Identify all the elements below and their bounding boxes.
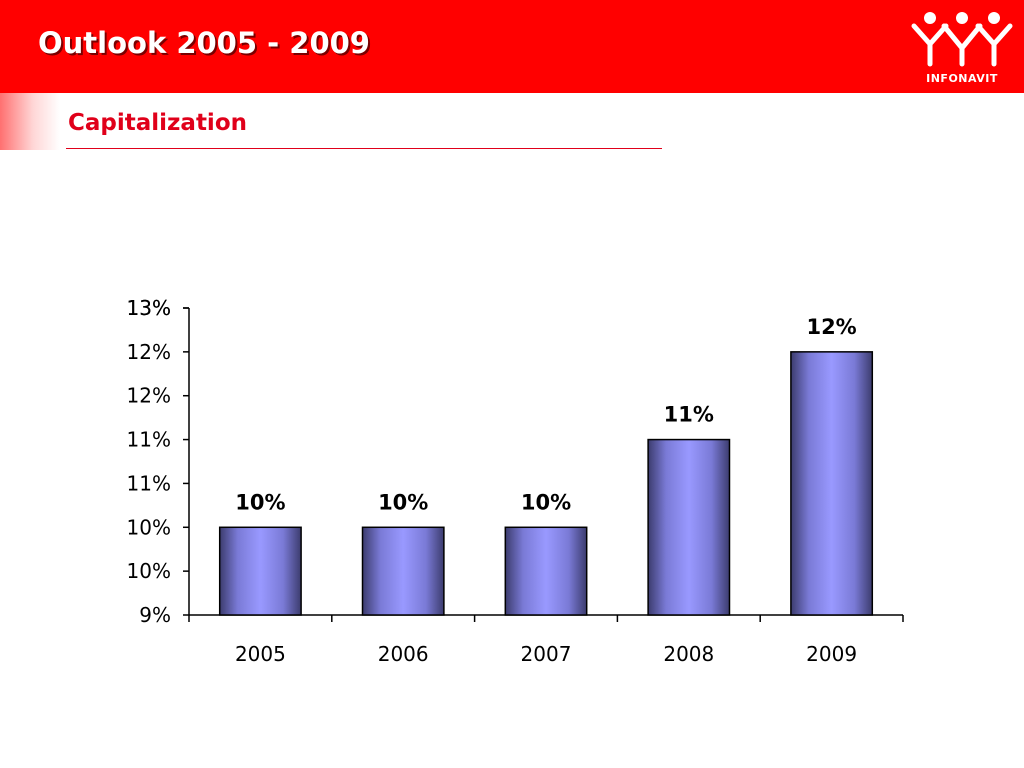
x-tick-label-2005: 2005 <box>235 642 286 666</box>
infonavit-logo-icon <box>911 12 1013 67</box>
y-tick-label: 12% <box>127 384 171 408</box>
data-label-2006: 10% <box>378 490 428 514</box>
data-label-2005: 10% <box>235 490 285 514</box>
y-tick-label: 13% <box>127 296 171 320</box>
bar-2007 <box>504 526 588 616</box>
bar-2005 <box>218 526 302 616</box>
y-tick-label: 9% <box>139 603 171 627</box>
bar-2009 <box>790 351 874 616</box>
x-tick-label-2008: 2008 <box>663 642 714 666</box>
y-tick-label: 12% <box>127 340 171 364</box>
page-title: Outlook 2005 - 2009 <box>38 26 370 60</box>
bar-2006 <box>361 526 445 616</box>
data-label-2008: 11% <box>664 403 714 427</box>
x-tick-label-2007: 2007 <box>521 642 572 666</box>
y-tick-label: 10% <box>127 559 171 583</box>
decorative-fade <box>0 93 60 150</box>
data-label-2009: 12% <box>806 315 856 339</box>
x-tick-label-2006: 2006 <box>378 642 429 666</box>
subtitle-underline <box>66 148 662 149</box>
title-bar: Outlook 2005 - 2009 <box>0 0 1024 93</box>
x-tick-label-2009: 2009 <box>806 642 857 666</box>
y-tick-label: 11% <box>127 428 171 452</box>
section-subtitle: Capitalization <box>68 110 247 136</box>
y-tick-label: 13% <box>127 296 171 320</box>
logo-wordmark: INFONAVIT <box>926 72 998 85</box>
data-label-2007: 10% <box>521 490 571 514</box>
y-tick-label: 11% <box>127 471 171 495</box>
y-tick-label: 10% <box>127 515 171 539</box>
bar-2008 <box>647 438 731 616</box>
